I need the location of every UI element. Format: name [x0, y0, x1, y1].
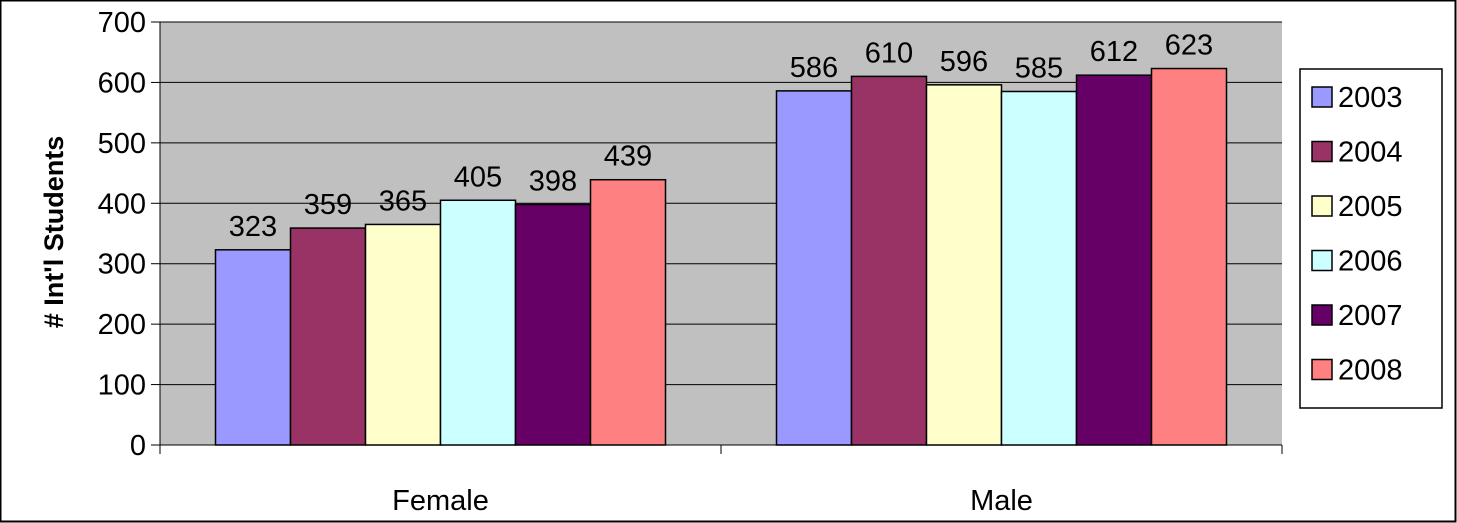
data-label: 623 — [1165, 30, 1213, 62]
data-label: 359 — [304, 189, 352, 221]
y-tick-label: 300 — [98, 249, 146, 281]
y-tick-label: 500 — [98, 128, 146, 160]
y-tick-label: 100 — [98, 370, 146, 402]
data-label: 365 — [379, 185, 427, 217]
data-label: 610 — [865, 37, 913, 69]
y-tick-label: 0 — [130, 430, 146, 462]
legend-swatch-2007 — [1311, 304, 1333, 326]
y-tick-label: 200 — [98, 309, 146, 341]
bar-2006-male — [1000, 90, 1078, 446]
legend-label-2006: 2006 — [1338, 246, 1403, 278]
data-label: 612 — [1090, 36, 1138, 68]
bar-2004-male — [850, 75, 928, 446]
x-category-label: Female — [392, 485, 489, 517]
data-label: 323 — [229, 211, 277, 243]
legend-swatch-2003 — [1311, 86, 1333, 108]
legend-swatch-2008 — [1311, 358, 1333, 381]
legend-swatch-2004 — [1311, 140, 1333, 163]
y-tick-label: 400 — [98, 188, 146, 220]
data-label: 398 — [529, 165, 577, 197]
data-label: 586 — [790, 52, 838, 84]
legend-label-2007: 2007 — [1338, 300, 1403, 332]
bar-2004-female — [289, 227, 367, 446]
bar-2008-male — [1150, 67, 1228, 446]
data-label: 439 — [604, 141, 652, 173]
bar-2008-female — [589, 178, 667, 446]
bar-2003-female — [214, 249, 292, 446]
y-tick-label: 600 — [98, 67, 146, 99]
bar-2007-male — [1075, 74, 1153, 446]
legend-label-2004: 2004 — [1338, 137, 1403, 169]
bar-2005-male — [925, 84, 1003, 446]
data-label: 585 — [1015, 52, 1063, 84]
legend-label-2003: 2003 — [1338, 82, 1403, 114]
axes: 0 100 200 300 400 500 600 700 Female Male — [98, 7, 1283, 517]
legend-label-2008: 2008 — [1338, 355, 1403, 387]
bar-2006-female — [439, 199, 517, 446]
legend-swatch-2006 — [1311, 249, 1333, 272]
legend-label-2005: 2005 — [1338, 191, 1403, 223]
bar-2003-male — [775, 90, 853, 446]
legend-swatch-2005 — [1311, 195, 1333, 217]
legend-box — [1299, 68, 1443, 409]
y-axis-label: # Int'l Students — [39, 136, 69, 328]
y-tick-label: 700 — [98, 7, 146, 39]
data-label: 405 — [454, 161, 502, 193]
x-category-label: Male — [970, 485, 1033, 517]
bar-2007-female — [514, 203, 592, 446]
data-labels: 323 359 365 405 398 439 586 610 596 585 612 623 — [229, 30, 1213, 243]
legend: 2003 2004 2005 2006 2007 2008 — [1299, 68, 1443, 409]
bar-2005-female — [364, 223, 442, 446]
data-label: 596 — [940, 46, 988, 78]
